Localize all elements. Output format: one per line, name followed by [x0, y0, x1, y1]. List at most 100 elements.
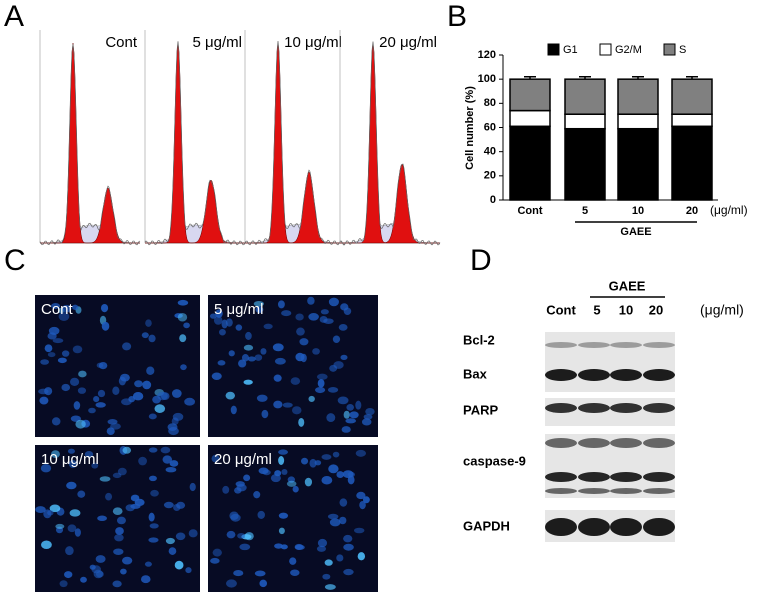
band: [610, 488, 642, 494]
nucleus: [291, 406, 302, 415]
nucleus: [84, 451, 94, 458]
y-tick-label: 0: [490, 194, 496, 206]
nucleus: [342, 470, 354, 479]
lane-label: 20: [649, 302, 663, 317]
nucleus: [142, 380, 152, 390]
band: [643, 438, 675, 448]
y-tick-label: 20: [484, 170, 496, 182]
nucleus: [99, 476, 111, 482]
nucleus: [230, 405, 237, 415]
nucleus: [339, 516, 347, 525]
nucleus: [316, 373, 328, 380]
nucleus: [48, 326, 60, 335]
nucleus: [65, 546, 74, 556]
x-tick-label: 20: [686, 205, 698, 217]
nucleus: [346, 403, 355, 411]
lane-label: 10: [619, 302, 633, 317]
nucleus: [73, 401, 81, 410]
band: [578, 488, 610, 494]
nucleus: [233, 569, 244, 577]
nucleus: [169, 460, 179, 467]
nucleus: [93, 569, 104, 579]
band: [578, 403, 610, 413]
blot: [545, 332, 675, 392]
band: [643, 472, 675, 482]
nucleus: [253, 491, 261, 499]
error-bar: [524, 76, 536, 80]
nucleus: [47, 352, 56, 358]
nucleus: [148, 334, 156, 343]
nucleus: [116, 516, 126, 525]
nucleus: [173, 504, 181, 511]
nucleus: [189, 482, 196, 492]
band: [610, 472, 642, 482]
nucleus: [144, 561, 152, 567]
nucleus: [148, 537, 159, 543]
nucleus: [107, 419, 118, 425]
nucleus: [290, 569, 300, 576]
bar-segment: [564, 78, 606, 115]
nucleus: [281, 468, 288, 475]
nucleus: [163, 501, 174, 509]
histogram-label: 10 μg/ml: [284, 34, 342, 51]
nucleus: [239, 543, 251, 551]
nucleus: [228, 350, 235, 357]
nucleus: [113, 548, 124, 555]
nucleus: [259, 579, 268, 588]
nucleus: [122, 556, 133, 565]
nucleus: [327, 513, 339, 520]
nucleus: [184, 397, 196, 406]
micrograph-label: 10 μg/ml: [41, 451, 99, 468]
nucleus: [321, 454, 332, 460]
nucleus: [336, 554, 344, 562]
bar-segment: [509, 78, 551, 112]
x-tick-label: Cont: [517, 205, 542, 217]
nucleus: [110, 423, 121, 430]
nucleus: [263, 323, 273, 330]
nucleus: [272, 343, 284, 352]
nucleus: [165, 537, 175, 545]
nucleus: [209, 313, 217, 319]
nucleus: [69, 509, 81, 517]
band: [643, 518, 675, 536]
nucleus: [119, 373, 130, 382]
nucleus: [274, 543, 283, 549]
nucleus: [210, 557, 220, 564]
nucleus: [349, 411, 359, 419]
nucleus: [308, 395, 315, 402]
nucleus: [51, 450, 60, 458]
nucleus: [75, 419, 86, 429]
nucleus: [74, 528, 81, 537]
nucleus: [321, 475, 333, 485]
row-label: PARP: [463, 402, 498, 417]
nucleus: [359, 500, 366, 510]
band: [545, 438, 577, 448]
nucleus: [256, 394, 268, 402]
nucleus: [148, 447, 158, 453]
nucleus: [258, 467, 269, 475]
nucleus: [40, 359, 50, 365]
band: [643, 403, 675, 413]
nucleus: [66, 481, 77, 490]
histogram-s: [244, 192, 346, 244]
nucleus: [314, 386, 326, 394]
nucleus: [281, 310, 292, 317]
nucleus: [185, 567, 192, 574]
nucleus: [72, 345, 83, 354]
nucleus: [122, 446, 132, 454]
nucleus: [319, 316, 328, 323]
nucleus: [322, 573, 331, 580]
nucleus: [171, 417, 179, 426]
x-tick-label: 10: [632, 205, 644, 217]
nucleus: [299, 338, 309, 346]
nucleus: [273, 374, 282, 382]
nucleus: [336, 471, 345, 478]
nucleus: [340, 303, 349, 311]
nucleus: [112, 386, 120, 396]
nucleus: [41, 540, 52, 549]
unit-label: (μg/ml): [700, 302, 744, 318]
nucleus: [338, 323, 348, 331]
lane-label: 5: [593, 302, 600, 317]
nucleus: [222, 485, 230, 494]
nucleus: [154, 404, 166, 413]
